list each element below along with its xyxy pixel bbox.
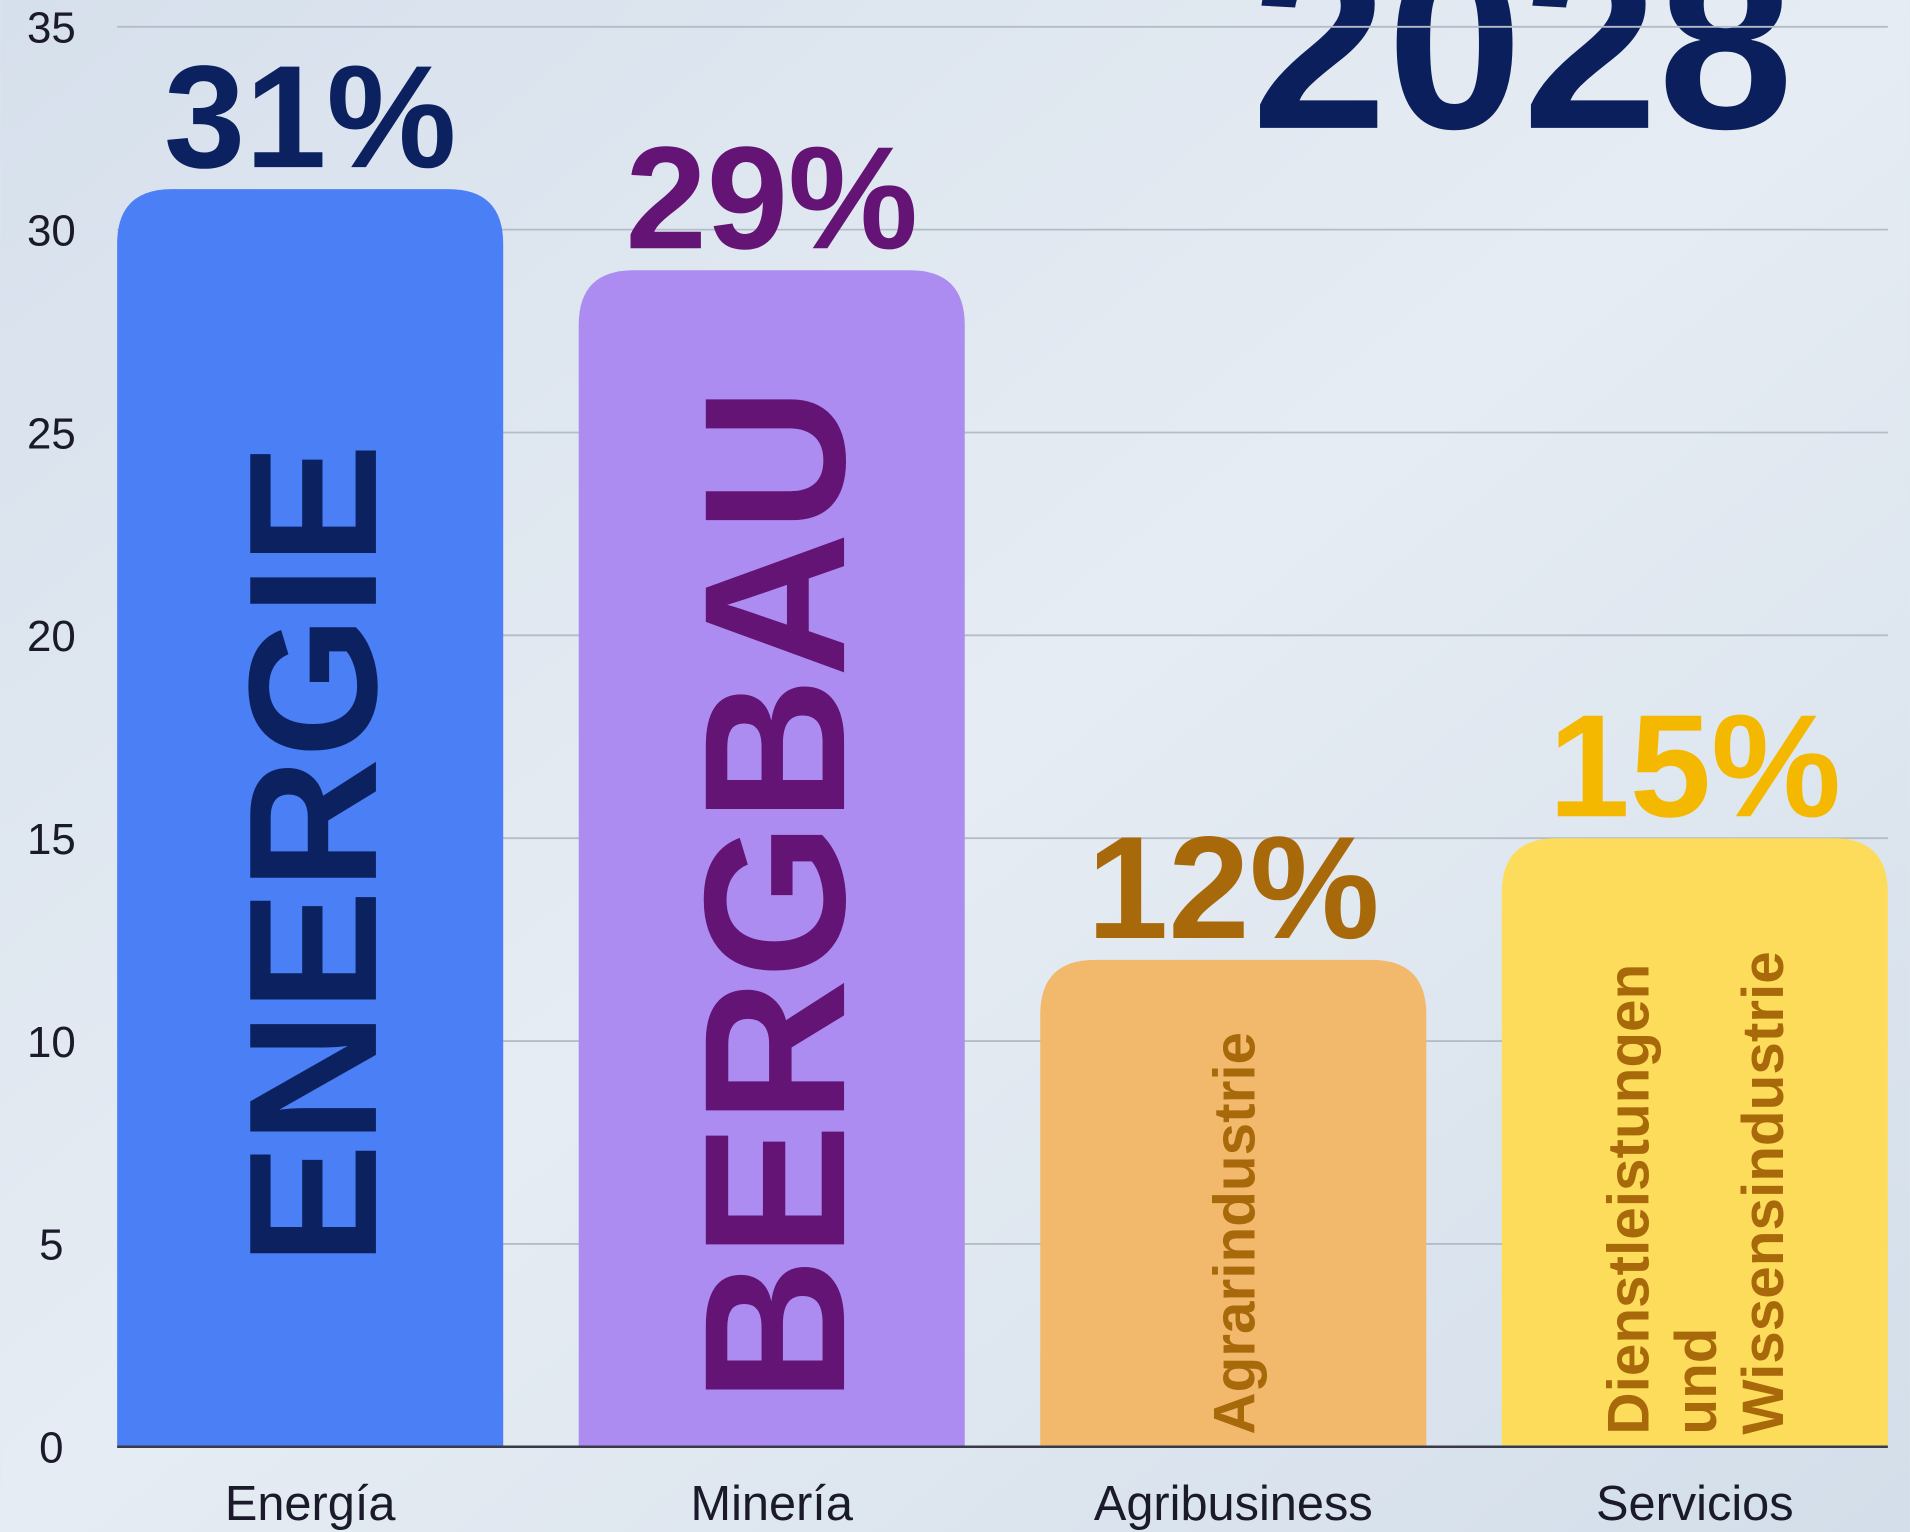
value-label: 31% (164, 35, 456, 198)
y-tick-label: 30 (27, 206, 76, 255)
value-label: 12% (1087, 806, 1379, 969)
chart-title: 2028 (1252, 0, 1794, 180)
inner-label: Wissensindustrie (1731, 951, 1796, 1434)
bar (578, 270, 965, 1447)
y-tick-label: 0 (39, 1424, 63, 1473)
y-tick-label: 35 (27, 4, 76, 53)
x-tick-label: Energía (225, 1477, 396, 1531)
x-tick-label: Agribusiness (1094, 1477, 1373, 1531)
y-tick-label: 25 (27, 409, 76, 458)
value-label: 29% (625, 116, 917, 279)
inner-label: Dienstleistungen (1597, 964, 1662, 1435)
inner-label: ENERGIE (211, 443, 415, 1265)
y-tick-label: 10 (27, 1018, 76, 1067)
bar (117, 189, 504, 1447)
y-tick-label: 20 (27, 612, 76, 661)
inner-label: Agrarindustrie (1202, 1032, 1267, 1435)
bar (1040, 959, 1427, 1447)
x-tick-label: Minería (691, 1477, 854, 1531)
bar (1501, 838, 1888, 1447)
value-label: 15% (1549, 684, 1841, 847)
inner-label: BERGBAU (662, 387, 887, 1403)
inner-label: und (1664, 1327, 1729, 1434)
y-tick-label: 5 (39, 1221, 63, 1270)
x-tick-label: Servicios (1596, 1477, 1794, 1531)
y-tick-label: 15 (27, 815, 76, 864)
